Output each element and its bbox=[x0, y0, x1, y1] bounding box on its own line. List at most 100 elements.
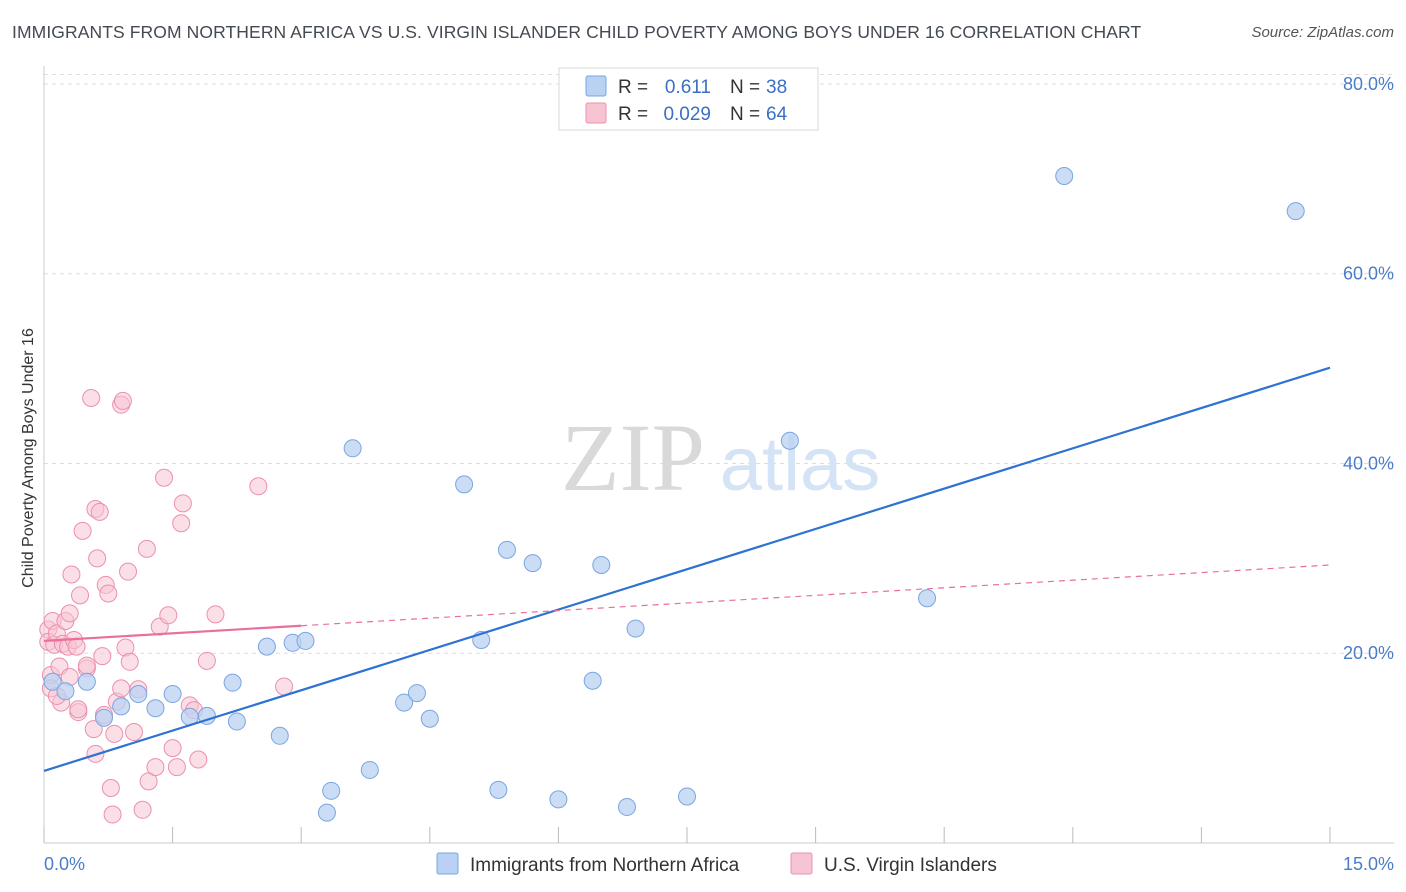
data-point-blue bbox=[343, 439, 362, 458]
data-point-blue bbox=[296, 631, 315, 650]
legend-n-label-pink: N = bbox=[730, 104, 760, 125]
series-immigrants-northern-africa bbox=[43, 167, 1305, 822]
legend-swatch-pink bbox=[585, 102, 607, 124]
bottom-legend-label-pink: U.S. Virgin Islanders bbox=[824, 855, 997, 876]
bottom-legend-swatch-blue bbox=[436, 852, 459, 875]
trend-line-pink bbox=[43, 624, 302, 643]
data-point-pink bbox=[105, 724, 124, 743]
data-point-blue bbox=[497, 540, 516, 559]
data-point-blue bbox=[1286, 202, 1305, 221]
data-point-pink bbox=[73, 521, 92, 540]
data-point-blue bbox=[918, 589, 937, 608]
data-point-pink bbox=[67, 637, 86, 656]
data-point-blue bbox=[523, 554, 542, 573]
data-point-pink bbox=[103, 805, 122, 824]
data-point-pink bbox=[77, 656, 96, 675]
data-point-blue bbox=[77, 672, 96, 691]
data-point-blue bbox=[146, 699, 165, 718]
data-point-blue bbox=[360, 760, 379, 779]
data-point-blue bbox=[592, 556, 611, 575]
legend-n-value-pink: 64 bbox=[766, 104, 788, 125]
data-point-blue bbox=[626, 619, 645, 638]
data-point-blue bbox=[678, 787, 696, 806]
data-point-blue bbox=[56, 682, 75, 701]
trend-line-blue bbox=[43, 366, 1331, 772]
y-tick-label: 40.0% bbox=[1343, 453, 1394, 473]
data-point-pink bbox=[249, 477, 268, 496]
watermark-zip: ZIP bbox=[561, 404, 705, 511]
data-point-pink bbox=[60, 604, 79, 623]
legend-r-value-blue: 0.611 bbox=[665, 77, 711, 98]
y-tick-label: 20.0% bbox=[1343, 643, 1394, 663]
x-tick-labels: 0.0% 15.0% bbox=[44, 854, 1394, 874]
data-point-blue bbox=[43, 672, 62, 691]
data-point-blue bbox=[780, 431, 799, 450]
bottom-legend-label-blue: Immigrants from Northern Africa bbox=[470, 855, 740, 876]
data-point-blue bbox=[227, 712, 246, 731]
data-point-blue bbox=[489, 780, 508, 799]
data-point-blue bbox=[270, 726, 289, 745]
data-point-pink bbox=[173, 494, 192, 513]
data-point-pink bbox=[62, 565, 81, 584]
legend-r-label-blue: R = bbox=[618, 77, 648, 98]
data-point-pink bbox=[189, 750, 208, 769]
data-point-pink bbox=[167, 758, 186, 777]
data-point-pink bbox=[120, 652, 139, 671]
data-point-blue bbox=[420, 709, 439, 728]
y-tick-label: 60.0% bbox=[1343, 264, 1394, 284]
data-point-pink bbox=[71, 586, 90, 605]
data-point-pink bbox=[275, 677, 294, 696]
data-point-pink bbox=[137, 539, 156, 558]
legend-n-label-blue: N = bbox=[730, 77, 760, 98]
y-tick-labels: 20.0% 40.0% 60.0% 80.0% bbox=[1343, 74, 1394, 663]
data-point-pink bbox=[159, 606, 178, 625]
data-point-pink bbox=[172, 514, 191, 533]
chart-title: IMMIGRANTS FROM NORTHERN AFRICA VS U.S. … bbox=[12, 22, 1142, 42]
data-point-blue bbox=[1055, 167, 1074, 186]
data-point-blue bbox=[129, 685, 148, 704]
source-credit: Source: ZipAtlas.com bbox=[1251, 24, 1394, 41]
data-point-blue bbox=[455, 475, 474, 494]
data-point-pink bbox=[197, 651, 216, 670]
bottom-legend: Immigrants from Northern Africa U.S. Vir… bbox=[436, 852, 997, 876]
data-point-blue bbox=[322, 781, 341, 800]
data-point-blue bbox=[163, 685, 182, 704]
legend-n-value-blue: 38 bbox=[766, 77, 787, 98]
data-point-pink bbox=[90, 502, 109, 521]
data-point-pink bbox=[99, 584, 118, 603]
data-point-pink bbox=[133, 800, 152, 819]
data-point-pink bbox=[155, 468, 174, 487]
data-point-pink bbox=[82, 389, 101, 408]
data-point-pink bbox=[93, 647, 112, 666]
x-tick-label-min: 0.0% bbox=[44, 854, 85, 874]
legend-swatch-blue bbox=[585, 75, 607, 97]
data-point-blue bbox=[257, 637, 276, 656]
trend-line-pink-extended bbox=[301, 564, 1331, 627]
data-point-blue bbox=[407, 684, 426, 703]
trend-lines bbox=[43, 366, 1331, 772]
data-point-blue bbox=[617, 797, 636, 816]
data-point-pink bbox=[206, 605, 225, 624]
data-point-blue bbox=[317, 803, 336, 822]
data-point-blue bbox=[583, 671, 602, 690]
data-point-pink bbox=[69, 700, 88, 719]
data-point-pink bbox=[163, 739, 182, 758]
data-point-pink bbox=[146, 758, 165, 777]
x-tick-label-max: 15.0% bbox=[1343, 854, 1394, 874]
data-point-blue bbox=[112, 697, 131, 716]
axes bbox=[43, 66, 1394, 844]
legend-r-value-pink: 0.029 bbox=[663, 104, 711, 125]
data-point-pink bbox=[84, 720, 103, 739]
data-point-blue bbox=[395, 693, 414, 712]
watermark-atlas: atlas bbox=[720, 422, 881, 507]
data-point-blue bbox=[223, 673, 242, 692]
data-point-pink bbox=[119, 562, 138, 581]
data-point-pink bbox=[125, 722, 144, 741]
data-point-blue bbox=[549, 790, 568, 809]
data-point-pink bbox=[113, 391, 132, 410]
watermark: ZIP atlas bbox=[561, 404, 880, 511]
data-point-pink bbox=[101, 778, 120, 797]
y-tick-label: 80.0% bbox=[1343, 74, 1394, 94]
legend: R = 0.611 N = 38 R = 0.029 N = 64 bbox=[558, 67, 819, 131]
